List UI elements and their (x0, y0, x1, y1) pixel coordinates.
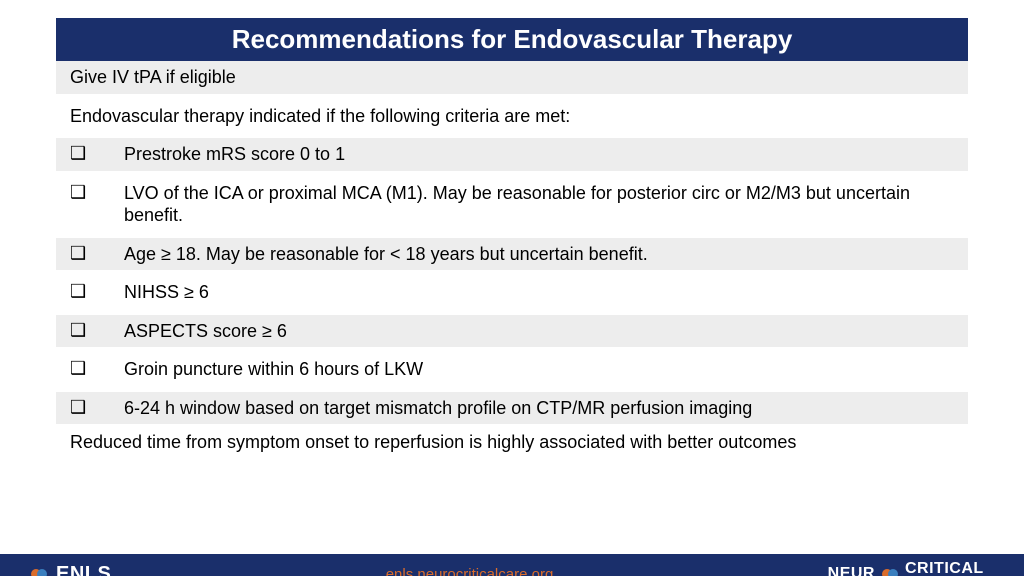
brand-enls: ENLS (56, 563, 111, 576)
checkbox-icon: ❑ (70, 182, 110, 203)
footer-url: enls.neurocriticalcare.org (386, 566, 554, 576)
footer-bar: ENLS enls.neurocriticalcare.org NEUR CRI… (0, 554, 1024, 576)
checkbox-icon: ❑ (70, 358, 110, 379)
criteria-item: ❑NIHSS ≥ 6 (56, 276, 968, 309)
checkbox-icon: ❑ (70, 243, 110, 264)
footnote-text: Reduced time from symptom onset to reper… (56, 432, 968, 453)
checkbox-icon: ❑ (70, 320, 110, 341)
brain-icon (28, 563, 50, 576)
criteria-item: ❑6-24 h window based on target mismatch … (56, 392, 968, 425)
criteria-text: Age ≥ 18. May be reasonable for < 18 yea… (110, 243, 648, 266)
checkbox-icon: ❑ (70, 281, 110, 302)
criteria-item: ❑Groin puncture within 6 hours of LKW (56, 353, 968, 386)
intro-row: Give IV tPA if eligible (56, 61, 968, 94)
slide-title: Recommendations for Endovascular Therapy (56, 18, 968, 61)
slide: Recommendations for Endovascular Therapy… (0, 18, 1024, 576)
criteria-text: ASPECTS score ≥ 6 (110, 320, 287, 343)
brain-icon (879, 563, 901, 576)
checkbox-icon: ❑ (70, 397, 110, 418)
criteria-text: Groin puncture within 6 hours of LKW (110, 358, 423, 381)
criteria-text: Prestroke mRS score 0 to 1 (110, 143, 345, 166)
footer-right-brand: NEUR CRITICAL CARE SOCIETY (828, 560, 996, 576)
criteria-item: ❑Prestroke mRS score 0 to 1 (56, 138, 968, 171)
criteria-item: ❑Age ≥ 18. May be reasonable for < 18 ye… (56, 238, 968, 271)
criteria-item: ❑LVO of the ICA or proximal MCA (M1). Ma… (56, 177, 968, 232)
brand-critical: CRITICAL CARE SOCIETY (905, 560, 996, 576)
criteria-item: ❑ASPECTS score ≥ 6 (56, 315, 968, 348)
criteria-text: NIHSS ≥ 6 (110, 281, 209, 304)
checkbox-icon: ❑ (70, 143, 110, 164)
footer-left-brand: ENLS (28, 563, 111, 576)
criteria-list: Give IV tPA if eligible Endovascular ther… (56, 61, 968, 424)
criteria-text: 6-24 h window based on target mismatch p… (110, 397, 752, 420)
brand-neur: NEUR (828, 565, 875, 576)
intro-row: Endovascular therapy indicated if the fo… (56, 100, 968, 133)
criteria-text: LVO of the ICA or proximal MCA (M1). May… (110, 182, 958, 227)
